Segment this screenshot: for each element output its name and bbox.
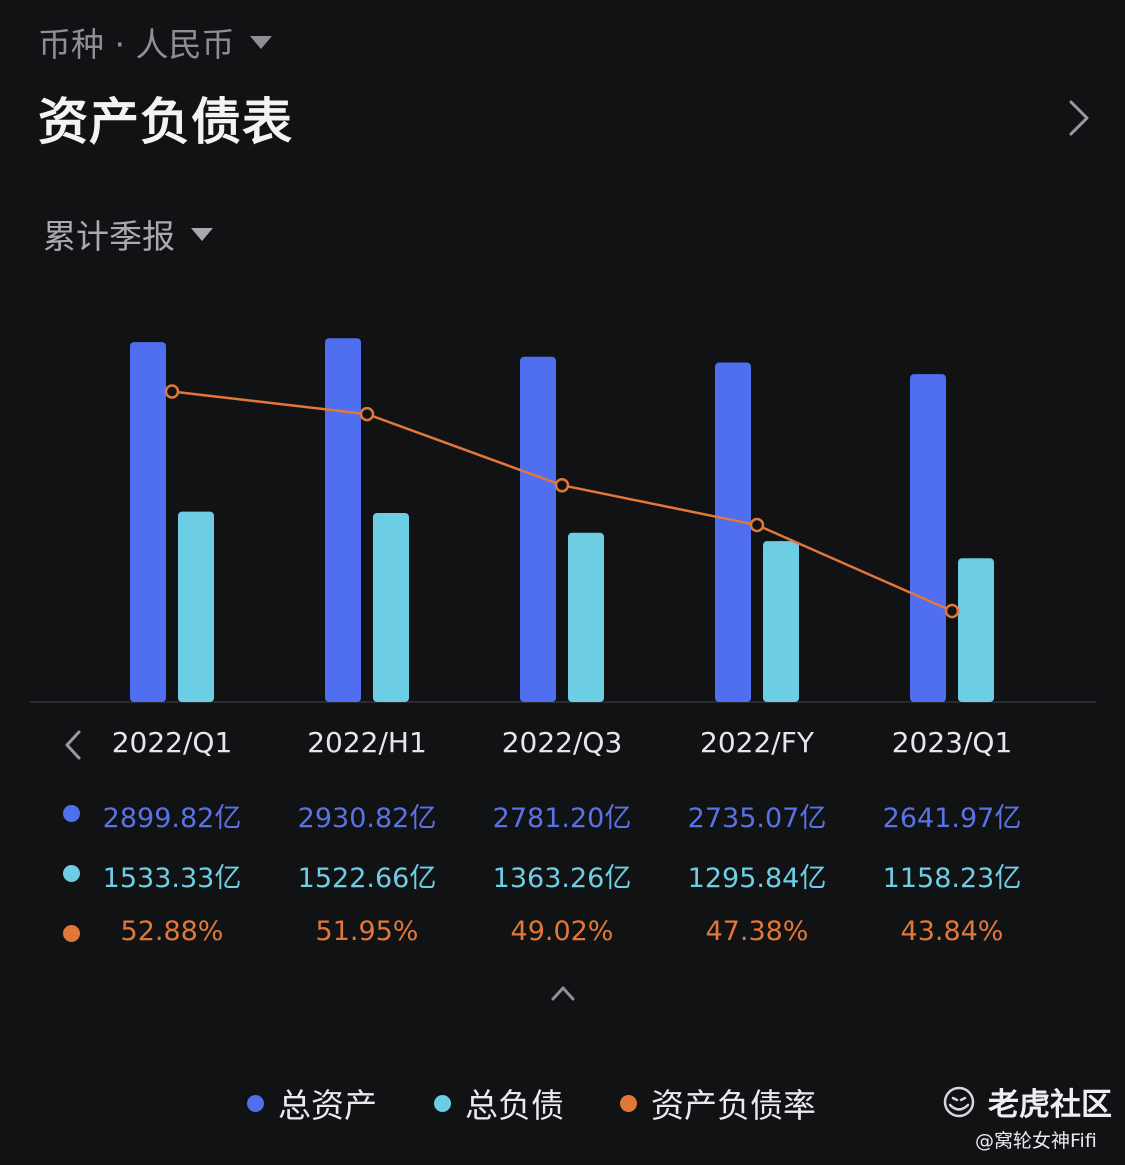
legend-item-total-liabilities[interactable]: 总负债: [434, 1079, 564, 1127]
chevron-right-icon[interactable]: [1060, 98, 1096, 138]
caret-down-icon: [250, 35, 273, 49]
total-assets-value: 2930.82亿: [297, 803, 437, 834]
debt-ratio-value: 43.84%: [900, 916, 1004, 947]
x-tick-label: 2022/Q1: [111, 726, 233, 759]
brand-badge: 老虎社区: [942, 1079, 1112, 1124]
legend-dot-total-liabilities: [434, 1094, 451, 1112]
row-dot-debt-ratio: [63, 925, 80, 942]
bar-total-assets-4[interactable]: [910, 374, 946, 702]
ratio-point-1[interactable]: [359, 406, 375, 422]
total-liabilities-value: 1522.66亿: [297, 863, 437, 894]
page-title: 资产负债表: [38, 93, 293, 151]
debt-ratio-value: 49.02%: [510, 916, 614, 947]
total-liabilities-value: 1158.23亿: [882, 863, 1022, 894]
ratio-point-3[interactable]: [749, 517, 765, 533]
bar-total-liabilities-3[interactable]: [763, 541, 799, 702]
legend-dot-total-assets: [247, 1094, 264, 1112]
caret-down-icon: [191, 227, 213, 241]
chevron-left-icon[interactable]: [60, 728, 86, 762]
ratio-point-4[interactable]: [944, 603, 960, 619]
ratio-point-2[interactable]: [554, 477, 570, 493]
legend-dot-debt-ratio: [620, 1094, 637, 1112]
debt-ratio-value: 51.95%: [315, 916, 419, 947]
bar-total-assets-0[interactable]: [130, 342, 166, 702]
legend-label: 总负债: [465, 1086, 564, 1125]
currency-label: 币种 · 人民币: [38, 25, 235, 64]
bar-total-assets-3[interactable]: [715, 362, 751, 702]
total-liabilities-value: 1533.33亿: [102, 863, 242, 894]
total-assets-value: 2899.82亿: [102, 803, 242, 834]
debt-ratio-value: 52.88%: [120, 916, 224, 947]
x-tick-label: 2022/Q3: [501, 726, 623, 759]
total-assets-value: 2641.97亿: [882, 803, 1022, 834]
bar-total-liabilities-4[interactable]: [958, 558, 994, 702]
bar-total-liabilities-1[interactable]: [373, 513, 409, 702]
debt-ratio-value: 47.38%: [705, 916, 809, 947]
row-dot-total-assets: [63, 805, 80, 822]
legend-label: 总资产: [278, 1086, 377, 1125]
chevron-up-icon[interactable]: [549, 982, 577, 1004]
x-tick-label: 2022/FY: [700, 726, 814, 759]
ratio-line: [171, 390, 953, 613]
period-label: 累计季报: [43, 217, 175, 256]
period-selector[interactable]: 累计季报: [43, 210, 213, 258]
bar-total-assets-1[interactable]: [325, 338, 361, 702]
x-tick-label: 2022/H1: [307, 726, 427, 759]
total-liabilities-value: 1363.26亿: [492, 863, 632, 894]
bar-total-liabilities-0[interactable]: [178, 511, 214, 702]
legend-item-total-assets[interactable]: 总资产: [247, 1079, 377, 1127]
x-tick-label: 2023/Q1: [891, 726, 1013, 759]
bar-total-assets-2[interactable]: [520, 356, 556, 702]
currency-selector[interactable]: 币种 · 人民币: [38, 18, 273, 66]
total-assets-value: 2781.20亿: [492, 803, 632, 834]
legend-item-debt-ratio[interactable]: 资产负债率: [620, 1079, 816, 1127]
balance-sheet-chart: [30, 338, 1096, 703]
ratio-line-layer: [164, 384, 960, 619]
bar-total-liabilities-2[interactable]: [568, 532, 604, 702]
watermark: @窝轮女神Fifi: [975, 1130, 1097, 1152]
total-assets-value: 2735.07亿: [687, 803, 827, 834]
legend-label: 资产负债率: [651, 1086, 816, 1125]
total-liabilities-value: 1295.84亿: [687, 863, 827, 894]
tiger-logo-icon: [943, 1086, 975, 1117]
brand-name: 老虎社区: [988, 1087, 1112, 1123]
ratio-point-0[interactable]: [164, 384, 180, 399]
bars-layer: [130, 338, 994, 702]
row-dot-total-liabilities: [63, 865, 80, 882]
